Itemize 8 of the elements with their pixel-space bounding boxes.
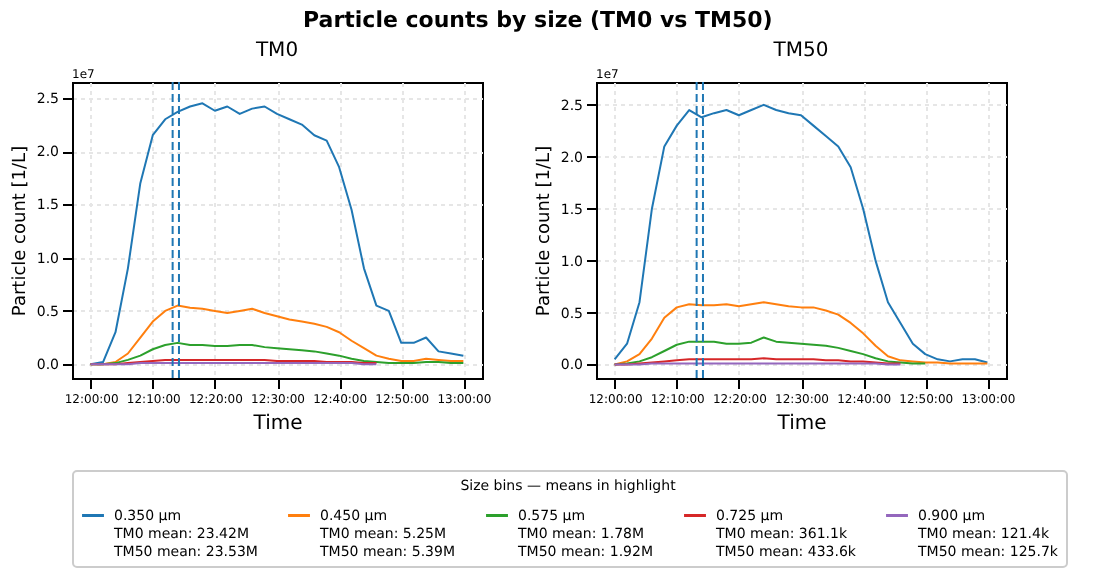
x-axis-title: Time [251,413,303,435]
text: Particle counts by size (TM0 vs TM50) [303,7,773,33]
y-axis-title: Particle count [1/L] [534,145,555,317]
x-axis-title: Time [775,413,827,435]
chart-title: TM0 [253,40,299,62]
y-axis-title: Particle count [1/L] [10,145,31,317]
chart-title: TM50 [771,40,829,62]
line-series [613,301,989,366]
